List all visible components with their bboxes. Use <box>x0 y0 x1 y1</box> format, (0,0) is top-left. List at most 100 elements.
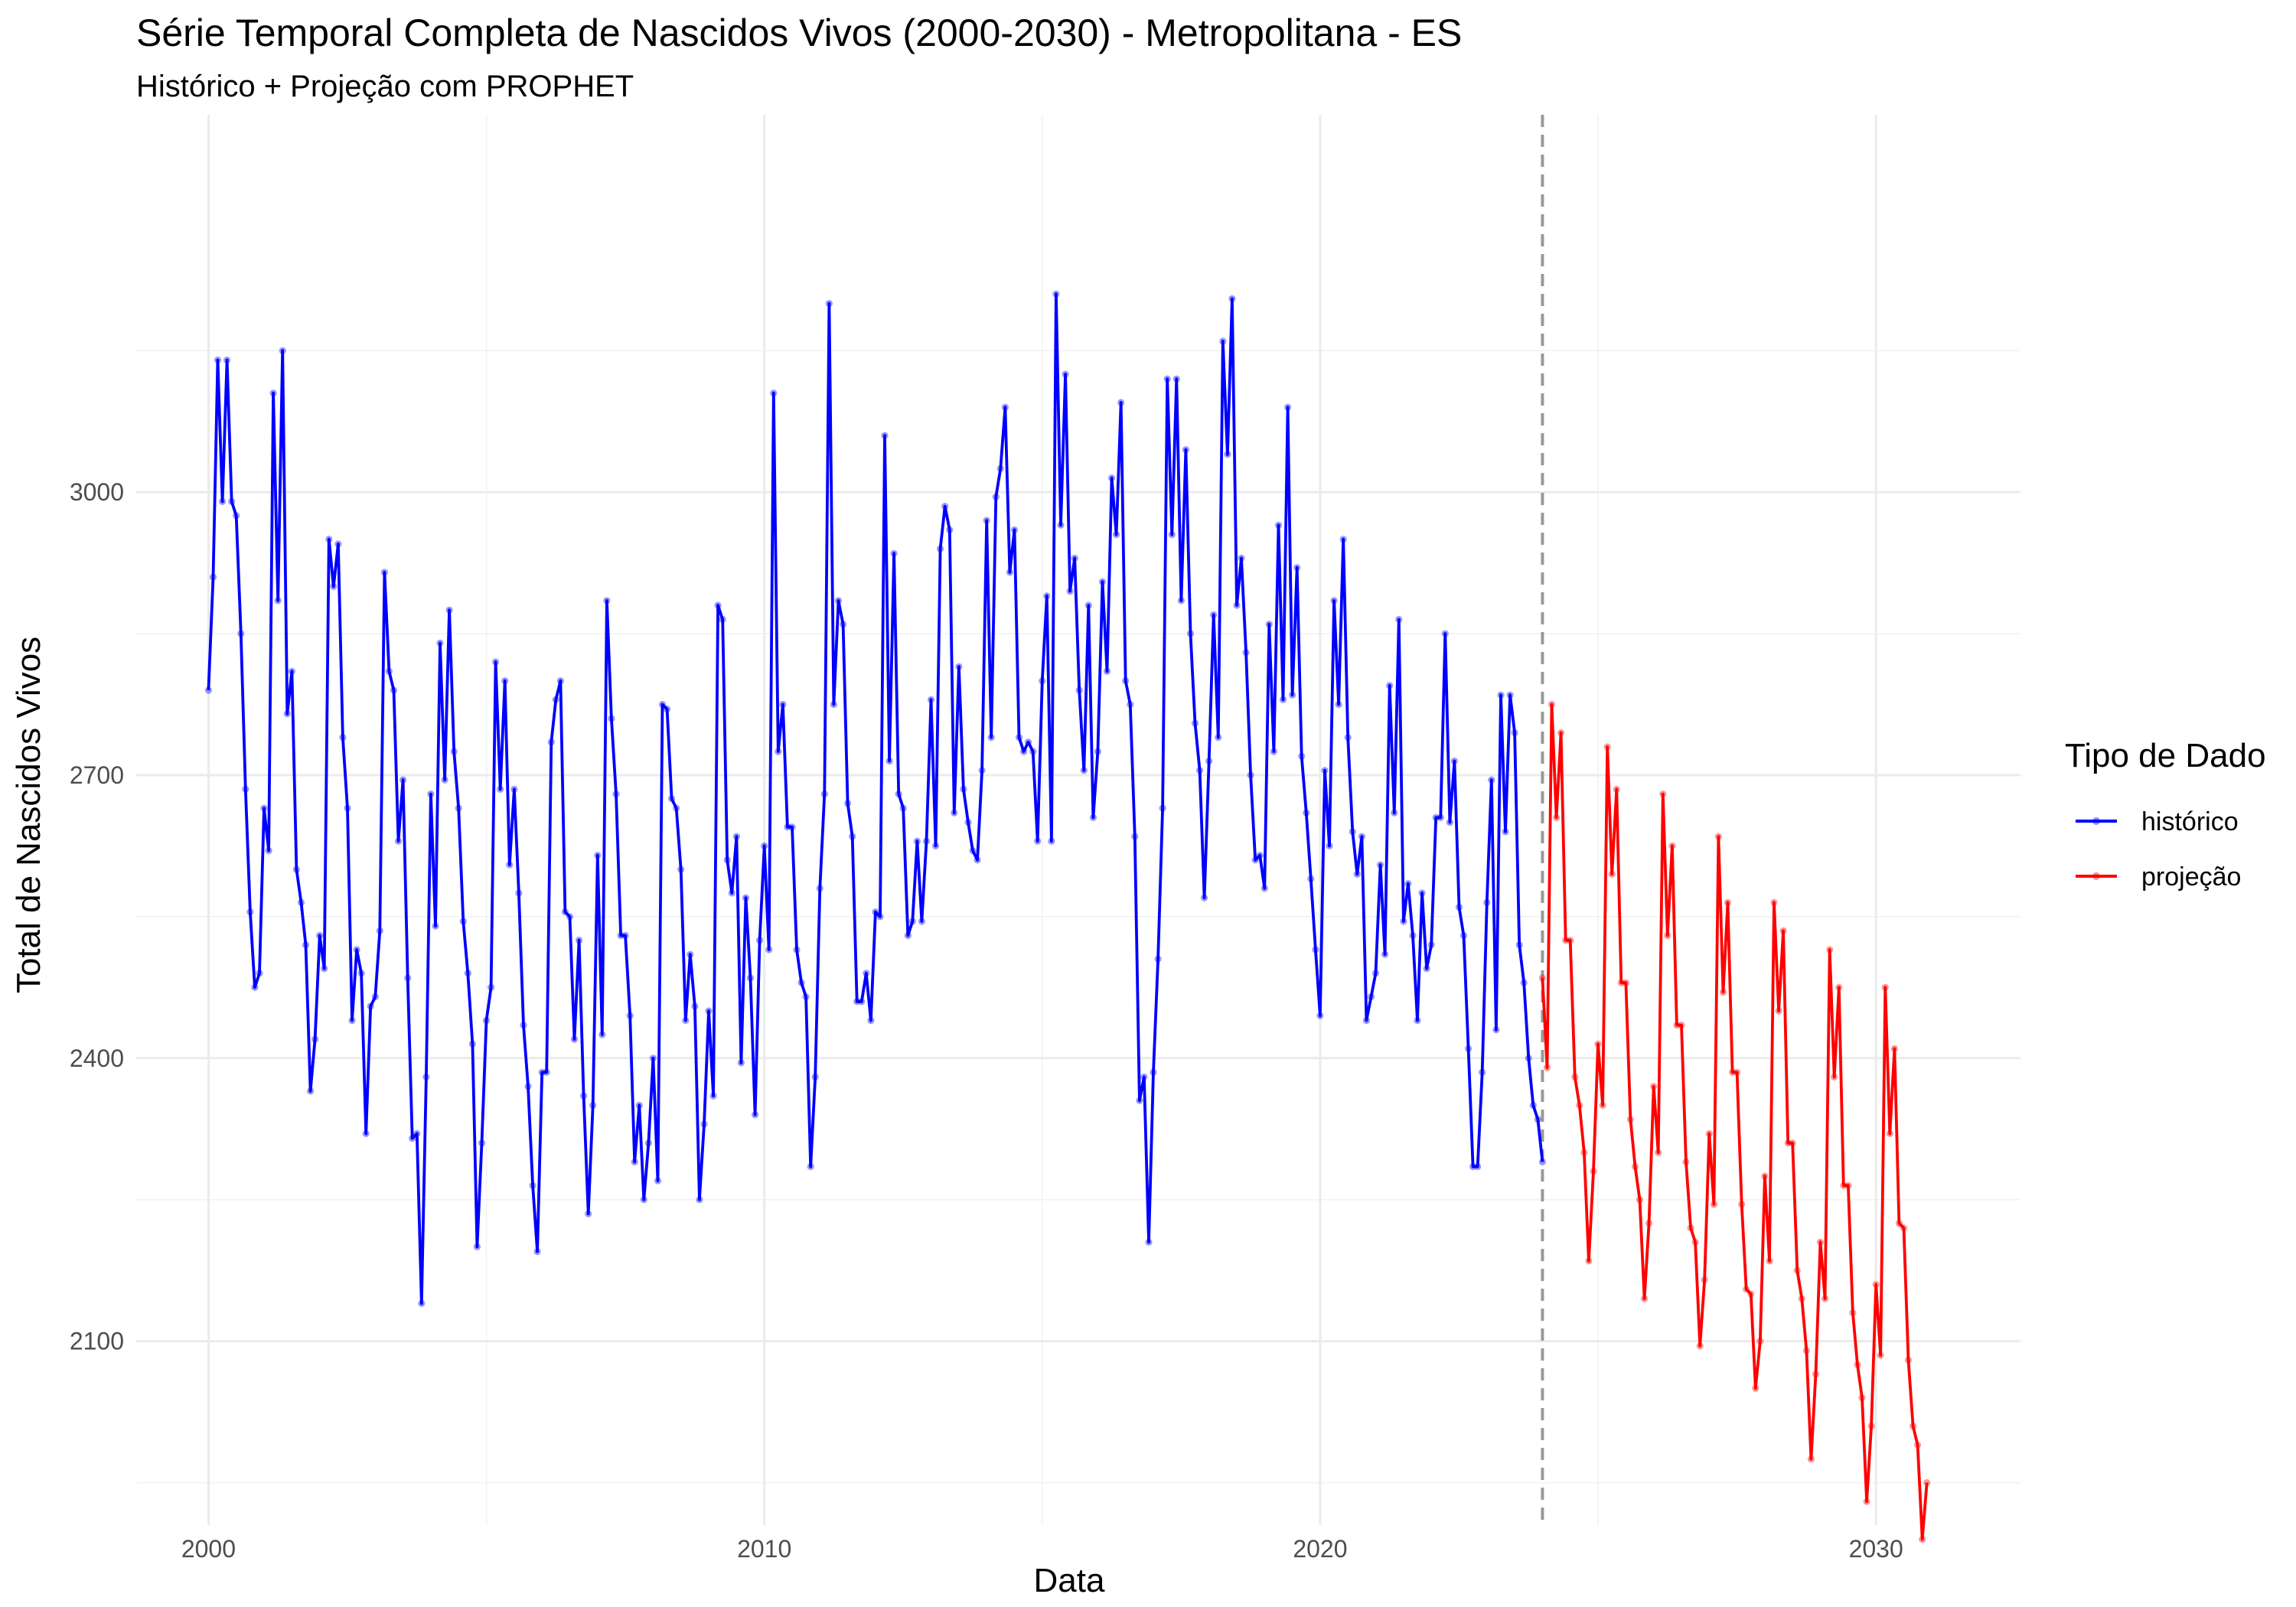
data-point-historico-226 <box>1251 856 1259 864</box>
data-point-projecao-50 <box>1770 898 1778 906</box>
data-point-historico-102 <box>677 865 685 873</box>
data-point-historico-183 <box>1052 290 1060 298</box>
data-point-historico-270 <box>1455 903 1463 911</box>
legend-item-projecao: projeção <box>2076 862 2241 892</box>
data-point-projecao-14 <box>1603 743 1611 751</box>
data-point-historico-99 <box>664 706 671 713</box>
data-point-historico-31 <box>348 1016 356 1025</box>
data-point-projecao-66 <box>1844 1182 1852 1189</box>
data-point-historico-145 <box>876 913 884 921</box>
data-point-projecao-11 <box>1590 1168 1597 1175</box>
data-point-projecao-4 <box>1557 729 1565 737</box>
data-point-historico-8 <box>242 785 249 793</box>
data-point-historico-249 <box>1358 833 1365 840</box>
data-point-historico-268 <box>1446 819 1453 826</box>
data-point-historico-111 <box>719 615 726 624</box>
data-point-historico-47 <box>422 1073 430 1081</box>
chart-subtitle: Histórico + Projeção com PROPHET <box>136 70 634 103</box>
data-point-projecao-72 <box>1872 1281 1880 1289</box>
data-point-historico-134 <box>825 300 833 308</box>
data-point-historico-228 <box>1261 885 1268 892</box>
data-point-historico-92 <box>631 1158 638 1165</box>
data-point-historico-248 <box>1353 870 1361 878</box>
data-point-historico-279 <box>1497 691 1505 699</box>
data-point-projecao-47 <box>1756 1338 1764 1345</box>
data-point-historico-257 <box>1395 615 1403 624</box>
data-point-historico-87 <box>608 715 615 722</box>
data-point-historico-46 <box>418 1299 426 1307</box>
data-point-historico-11 <box>256 970 263 977</box>
data-point-historico-124 <box>779 700 787 709</box>
data-point-historico-144 <box>872 908 879 916</box>
data-point-historico-148 <box>890 549 898 557</box>
data-point-projecao-23 <box>1645 1219 1653 1227</box>
data-point-historico-286 <box>1529 1101 1537 1109</box>
data-point-historico-170 <box>992 493 1000 500</box>
data-point-historico-221 <box>1228 295 1236 302</box>
data-point-historico-5 <box>228 497 236 506</box>
data-point-projecao-67 <box>1849 1309 1857 1317</box>
data-point-historico-229 <box>1265 621 1273 628</box>
data-point-historico-143 <box>867 1016 875 1025</box>
data-point-projecao-76 <box>1890 1045 1898 1052</box>
data-point-projecao-69 <box>1858 1394 1866 1402</box>
data-point-historico-213 <box>1191 719 1199 727</box>
data-point-historico-146 <box>881 432 889 439</box>
data-point-historico-78 <box>566 913 574 921</box>
data-point-projecao-71 <box>1867 1423 1875 1430</box>
data-point-historico-126 <box>788 823 796 831</box>
data-point-historico-125 <box>784 823 791 831</box>
data-point-historico-48 <box>427 790 435 798</box>
data-point-historico-246 <box>1344 734 1352 742</box>
data-point-historico-260 <box>1409 931 1417 940</box>
legend-label-projecao: projeção <box>2141 862 2241 892</box>
data-point-projecao-1 <box>1543 1064 1551 1071</box>
data-point-historico-197 <box>1117 399 1125 406</box>
data-point-historico-167 <box>978 767 986 774</box>
x-axis-title: Data <box>1034 1562 1105 1599</box>
data-point-historico-208 <box>1168 531 1176 539</box>
data-point-projecao-6 <box>1567 937 1574 944</box>
data-point-historico-135 <box>830 700 837 709</box>
data-point-projecao-16 <box>1613 785 1620 793</box>
data-point-projecao-21 <box>1636 1196 1644 1204</box>
data-point-historico-139 <box>849 833 856 840</box>
data-point-historico-72 <box>538 1068 546 1076</box>
data-point-historico-200 <box>1131 833 1139 840</box>
data-point-historico-275 <box>1479 1068 1486 1076</box>
data-point-projecao-55 <box>1793 1266 1801 1274</box>
data-point-projecao-74 <box>1881 983 1889 991</box>
data-point-historico-114 <box>732 833 741 840</box>
data-point-historico-271 <box>1459 931 1468 940</box>
data-point-historico-116 <box>742 894 750 901</box>
data-point-historico-187 <box>1071 554 1078 562</box>
legend: Tipo de Dado histórico projeção <box>2065 737 2266 892</box>
y-axis-title: Total de Nascidos Vivos <box>10 637 47 993</box>
data-point-historico-222 <box>1233 601 1241 609</box>
data-point-historico-104 <box>687 950 694 958</box>
data-point-historico-71 <box>533 1247 541 1256</box>
y-tick-label-2: 2700 <box>70 761 124 789</box>
data-point-historico-244 <box>1335 700 1342 709</box>
data-point-historico-199 <box>1127 700 1134 709</box>
data-point-historico-18 <box>288 667 295 675</box>
chart-title: Série Temporal Completa de Nascidos Vivo… <box>136 11 1462 54</box>
data-point-historico-156 <box>927 696 935 703</box>
data-point-historico-220 <box>1224 451 1231 458</box>
data-point-projecao-12 <box>1594 1040 1602 1048</box>
data-point-historico-150 <box>899 804 907 812</box>
data-point-historico-96 <box>649 1054 657 1062</box>
data-point-historico-210 <box>1177 597 1185 605</box>
data-point-historico-84 <box>594 852 602 859</box>
data-point-historico-136 <box>834 597 843 605</box>
data-point-historico-180 <box>1039 677 1046 685</box>
data-point-historico-239 <box>1312 946 1319 953</box>
data-point-historico-0 <box>204 686 212 694</box>
data-point-historico-107 <box>700 1120 708 1128</box>
data-point-historico-113 <box>728 889 735 897</box>
data-point-historico-163 <box>960 785 967 793</box>
data-point-historico-205 <box>1154 955 1162 963</box>
data-point-projecao-68 <box>1854 1361 1861 1368</box>
data-point-historico-175 <box>1015 734 1023 742</box>
data-point-historico-83 <box>589 1101 597 1109</box>
